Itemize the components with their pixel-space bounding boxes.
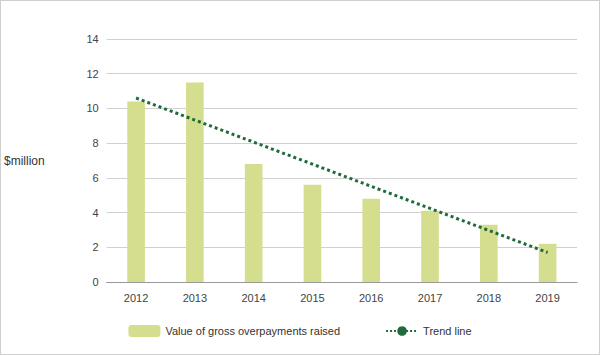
svg-text:2012: 2012 [124,292,148,304]
svg-text:2019: 2019 [535,292,559,304]
svg-text:Trend line: Trend line [423,325,472,337]
svg-text:2013: 2013 [183,292,207,304]
svg-text:2015: 2015 [300,292,324,304]
svg-text:2: 2 [93,241,99,253]
svg-text:2016: 2016 [359,292,383,304]
svg-text:6: 6 [93,172,99,184]
svg-text:4: 4 [93,207,99,219]
svg-text:0: 0 [93,276,99,288]
svg-text:$million: $million [4,154,45,168]
svg-text:2014: 2014 [241,292,265,304]
svg-text:2017: 2017 [418,292,442,304]
svg-text:10: 10 [86,102,98,114]
svg-text:Value of gross overpayments ra: Value of gross overpayments raised [165,325,340,337]
svg-text:12: 12 [86,68,98,80]
svg-text:2018: 2018 [477,292,501,304]
svg-text:8: 8 [93,137,99,149]
svg-text:14: 14 [86,33,98,45]
